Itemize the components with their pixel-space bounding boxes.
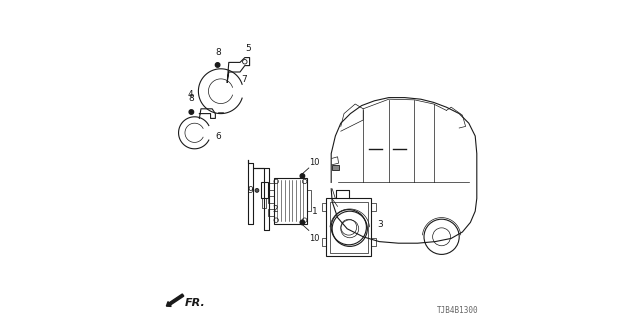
Bar: [268, 196, 274, 203]
FancyArrow shape: [166, 294, 184, 306]
Bar: [268, 183, 274, 190]
Bar: [332, 165, 339, 170]
Text: 9: 9: [247, 186, 253, 195]
Text: 1: 1: [312, 207, 317, 216]
Bar: [326, 198, 371, 256]
Text: 5: 5: [245, 44, 251, 53]
Circle shape: [189, 110, 194, 114]
Text: 6: 6: [215, 132, 221, 140]
Bar: [262, 198, 266, 208]
Text: 10: 10: [310, 158, 320, 167]
Circle shape: [300, 220, 305, 225]
Bar: [330, 202, 368, 253]
Circle shape: [300, 174, 305, 178]
Text: FR.: FR.: [185, 298, 205, 308]
Text: 10: 10: [310, 234, 320, 243]
Circle shape: [255, 188, 259, 192]
Bar: [371, 203, 376, 211]
Text: 3: 3: [377, 220, 383, 229]
Bar: [371, 238, 376, 246]
Text: 8: 8: [189, 94, 194, 103]
Bar: [307, 190, 311, 211]
Text: 4: 4: [188, 90, 193, 99]
Bar: [322, 238, 326, 246]
Text: 2: 2: [272, 205, 278, 214]
Text: TJB4B1300: TJB4B1300: [436, 306, 479, 315]
Text: 8: 8: [216, 48, 221, 57]
Bar: [261, 182, 268, 198]
Text: 7: 7: [242, 75, 247, 84]
Bar: [268, 209, 274, 216]
Bar: [274, 178, 307, 224]
Bar: [322, 203, 326, 211]
Circle shape: [215, 63, 220, 67]
